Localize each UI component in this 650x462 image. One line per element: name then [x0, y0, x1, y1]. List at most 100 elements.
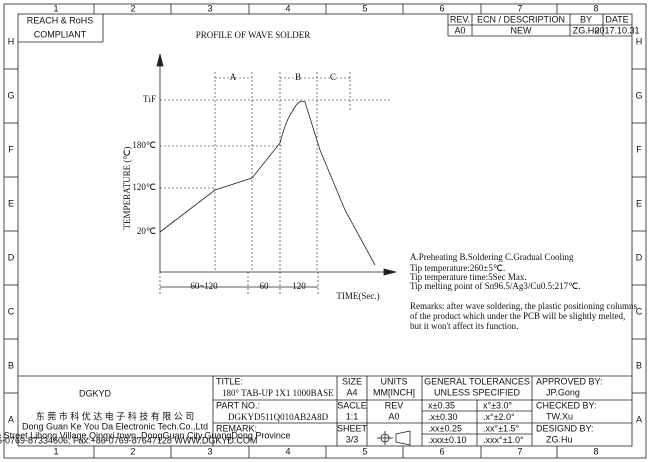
row-label: C	[8, 306, 15, 316]
note: A.Preheating B.Soldering C.Gradual Cooli…	[410, 252, 574, 262]
cell: MM[INCH]	[373, 387, 415, 397]
row-label: A	[8, 414, 14, 424]
column-label: 8	[593, 3, 598, 13]
row-label: B	[8, 360, 14, 370]
rev-cell: 2017.10.31	[594, 25, 639, 35]
rev-header: ECN / DESCRIPTION	[477, 14, 565, 24]
compliance: REACH & RoHS	[27, 15, 94, 25]
inner-border	[17, 13, 633, 447]
column-label: 4	[285, 3, 290, 13]
row-label: H	[636, 36, 643, 46]
column-label: 6	[439, 3, 444, 13]
label: PART NO.:	[216, 400, 260, 410]
cell: 1:1	[346, 411, 359, 421]
column-label: 3	[207, 3, 212, 13]
tolerance: .xx±0.25	[428, 423, 462, 433]
tolerance: .xx°±1.5°	[483, 423, 520, 433]
rev-header: REV.	[450, 14, 470, 24]
y-label: 120℃	[132, 182, 156, 192]
zone-label: C	[330, 72, 336, 82]
cell: SHEET	[337, 423, 368, 433]
value: DGKYD511Q010AB2A8D	[228, 412, 329, 422]
cell: A0	[388, 411, 399, 421]
rev-cell: A0	[454, 25, 465, 35]
tolerance-title: GENERAL TOLERANCES	[424, 376, 530, 386]
cell: UNITS	[381, 376, 408, 386]
rev-header: BY	[580, 14, 592, 24]
column-label: 7	[517, 446, 522, 456]
cell: 3/3	[346, 434, 359, 444]
row-label: D	[8, 252, 15, 262]
cell: CHECKED BY:	[536, 400, 597, 410]
value: 180° TAB-UP 1X1 1000BASE	[222, 388, 334, 398]
tolerance: .x±0.30	[428, 412, 457, 422]
column-label: 4	[285, 446, 290, 456]
row-label: C	[636, 306, 643, 316]
arrow	[383, 268, 397, 276]
tolerance: x°±3.0°	[483, 400, 513, 410]
company-en: Dong Guan Ke You Da Electronic Tech.Co.,…	[22, 421, 208, 431]
address: ADD:No.1 LiHe Street,Lihong Village,Qing…	[0, 430, 290, 440]
contact: Tel:+86-0769-87334606; Fax:+86-0769-8764…	[0, 435, 257, 445]
cell: SACLE	[337, 400, 367, 410]
column-label: 8	[593, 446, 598, 456]
logo: DGKYD	[79, 388, 112, 398]
cell: A4	[346, 387, 357, 397]
row-label: G	[7, 90, 14, 100]
row-label: E	[8, 198, 14, 208]
zone-label: A	[230, 72, 237, 82]
drawing-title: PROFILE OF WAVE SOLDER	[196, 30, 310, 40]
label: TITLE:	[216, 376, 243, 386]
projection-symbol	[377, 430, 411, 446]
row-label: B	[636, 360, 642, 370]
duration-label: 60~120	[190, 281, 218, 291]
row-label: G	[635, 90, 642, 100]
duration-label: 60	[260, 281, 270, 291]
note: Tip temperature:260±5℃.	[410, 263, 505, 273]
cell: JP.Gong	[546, 387, 580, 397]
cell: SIZE	[342, 376, 362, 386]
solder-curve	[159, 100, 376, 266]
cell: REV	[385, 400, 404, 410]
rev-cell: ZG.Hu	[573, 25, 600, 35]
note: but it won't affect its function.	[410, 321, 518, 331]
column-label: 5	[362, 3, 367, 13]
cell: APPROVED BY:	[536, 376, 603, 386]
y-axis-label: TEMPERATURE (℃)	[122, 147, 132, 230]
note: Tip temperature time:5Sec Max.	[410, 272, 527, 282]
title-block-lines	[18, 14, 632, 446]
cell: ZG.Hu	[546, 434, 573, 444]
column-label: 2	[130, 3, 135, 13]
tolerance: .xxx±0.10	[428, 435, 466, 445]
duration-label: 120	[292, 281, 306, 291]
y-label: 180℃	[132, 140, 156, 150]
note: Tip melting point of Sn96.5/Ag3/Cu0.5:21…	[410, 281, 581, 291]
column-label: 1	[53, 446, 58, 456]
tolerance-title: UNLESS SPECIFIED	[434, 387, 521, 397]
label: REMARK:	[216, 423, 257, 433]
column-label: 3	[207, 446, 212, 456]
column-label: 5	[362, 446, 367, 456]
compliance: COMPLIANT	[34, 29, 87, 39]
row-label: F	[636, 144, 642, 154]
guides	[159, 72, 392, 296]
y-label: 20℃	[137, 226, 156, 236]
column-label: 1	[53, 3, 58, 13]
cell: TW.Xu	[546, 411, 573, 421]
zone-label: B	[295, 72, 301, 82]
row-label: F	[8, 144, 14, 154]
row-label: E	[636, 198, 642, 208]
rev-cell: NEW	[511, 25, 533, 35]
note: of the product which under the PCB will …	[410, 311, 625, 321]
y-label: TıF	[143, 94, 156, 104]
tolerance: .xxx°±1.0°	[483, 435, 524, 445]
column-label: 2	[130, 446, 135, 456]
arrow	[156, 53, 164, 67]
row-label: D	[636, 252, 643, 262]
column-label: 6	[439, 446, 444, 456]
cell: DESIGND BY:	[536, 423, 594, 433]
company-cn: 东 莞 市 科 优 达 电 子 科 技 有 限 公 司	[36, 410, 195, 421]
note: Remarks: after wave soldering, the plast…	[410, 301, 637, 311]
column-label: 7	[517, 3, 522, 13]
